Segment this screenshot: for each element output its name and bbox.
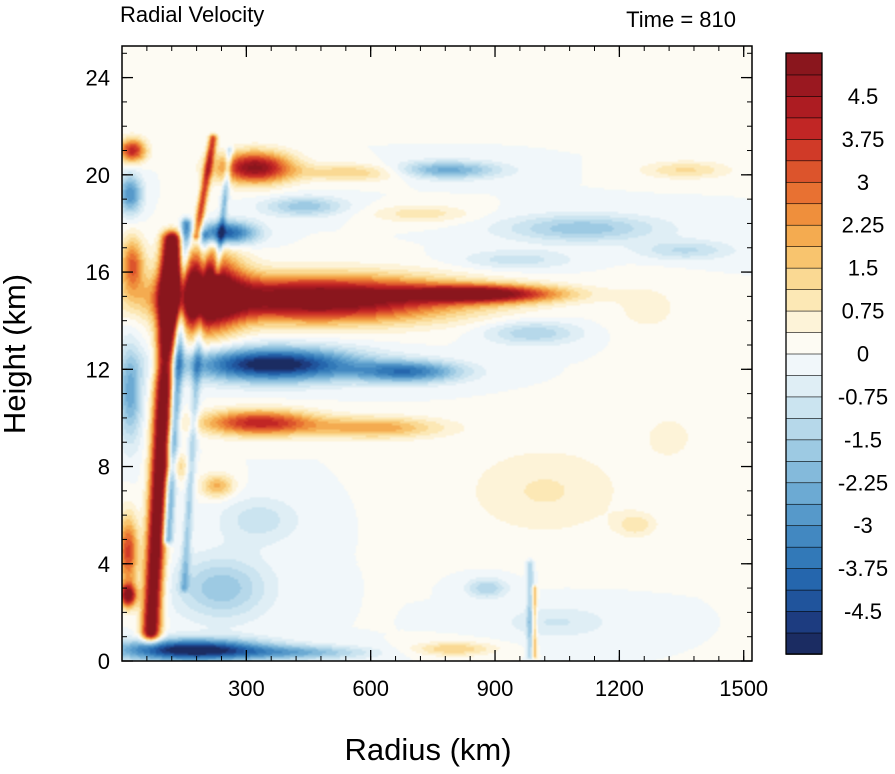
colorbar-label: 4.5 — [848, 84, 879, 109]
colorbar-label: 0 — [857, 342, 869, 367]
colorbar: 4.5 3.75 3 2.25 1.5 0.75 0 -0.75 -1.5 -2.25 -3 -3.7… — [785, 52, 888, 655]
colorbar-swatch — [785, 138, 823, 162]
colorbar-swatch — [785, 417, 823, 441]
colorbar-swatch — [785, 245, 823, 269]
y-axis-ticks: 0 4 8 12 16 20 24 — [86, 52, 752, 674]
colorbar-swatch — [785, 224, 823, 247]
colorbar-swatch — [785, 202, 823, 226]
y-tick-label: 20 — [86, 163, 110, 188]
colorbar-swatch — [785, 503, 823, 527]
colorbar-swatch — [785, 74, 823, 97]
colorbar-swatch — [785, 439, 823, 462]
y-tick-label: 4 — [98, 552, 110, 577]
colorbar-swatch — [785, 481, 823, 505]
plot-area: 300 600 900 1200 1500 0 4 8 12 16 20 24 — [86, 45, 768, 701]
colorbar-swatch — [785, 117, 823, 140]
colorbar-label: -3 — [853, 513, 873, 538]
y-tick-label: 8 — [98, 455, 110, 480]
heatmap-field — [122, 46, 752, 661]
colorbar-label: 1.5 — [848, 256, 879, 281]
colorbar-label: -0.75 — [838, 384, 888, 409]
y-tick-label: 16 — [86, 260, 110, 285]
colorbar-swatch — [785, 288, 823, 312]
colorbar-label: -1.5 — [844, 427, 882, 452]
colorbar-label: 3.75 — [842, 127, 885, 152]
y-tick-label: 24 — [86, 66, 110, 91]
x-tick-label: 1500 — [719, 676, 768, 701]
colorbar-swatch — [785, 460, 823, 484]
x-tick-label: 1200 — [595, 676, 644, 701]
colorbar-swatch — [785, 396, 823, 419]
colorbar-swatch — [785, 95, 823, 119]
colorbar-label: 2.25 — [842, 213, 885, 238]
colorbar-swatch — [785, 524, 823, 548]
y-tick-label: 0 — [98, 649, 110, 674]
colorbar-swatch — [785, 610, 823, 634]
colorbar-frame — [785, 52, 823, 655]
colorbar-swatch — [785, 567, 823, 591]
colorbar-swatch — [785, 267, 823, 290]
y-axis-label: Height (km) — [0, 274, 32, 434]
y-tick-label: 12 — [86, 357, 110, 382]
colorbar-label: -2.25 — [838, 470, 888, 495]
x-tick-label: 600 — [352, 676, 389, 701]
colorbar-label: -4.5 — [844, 599, 882, 624]
colorbar-swatch — [785, 353, 823, 376]
x-tick-label: 300 — [228, 676, 265, 701]
colorbar-swatch — [785, 160, 823, 183]
colorbar-swatch — [785, 310, 823, 333]
x-tick-label: 900 — [477, 676, 514, 701]
colorbar-label: 0.75 — [842, 299, 885, 324]
x-axis-label: Radius (km) — [344, 732, 511, 767]
right-title: Time = 810 — [626, 7, 736, 32]
x-axis-ticks: 300 600 900 1200 1500 — [146, 46, 768, 701]
left-title: Radial Velocity — [120, 2, 264, 27]
colorbar-swatch — [785, 374, 823, 398]
colorbar-label: 3 — [857, 170, 869, 195]
plot-frame — [121, 45, 753, 662]
colorbar-swatch — [785, 589, 823, 612]
colorbar-swatch — [785, 331, 823, 355]
colorbar-swatch — [785, 52, 823, 76]
colorbar-swatch — [785, 181, 823, 205]
colorbar-swatch — [785, 632, 823, 655]
colorbar-label: -3.75 — [838, 556, 888, 581]
colorbar-swatch — [785, 546, 823, 569]
